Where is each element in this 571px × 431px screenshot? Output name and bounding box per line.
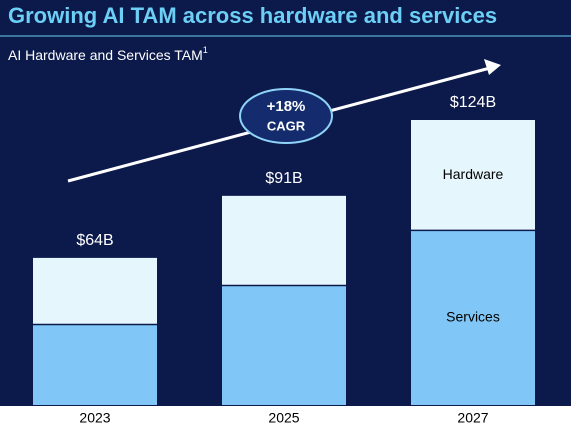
axis-strip (0, 406, 571, 431)
x-tick-label: 2023 (79, 410, 110, 426)
x-tick-label: 2025 (268, 410, 299, 426)
subtitle: AI Hardware and Services TAM1 (8, 45, 208, 62)
cagr-label: CAGR (267, 118, 306, 133)
total-label: $124B (450, 94, 496, 111)
x-tick-label: 2027 (457, 410, 488, 426)
subtitle-text: AI Hardware and Services TAM (8, 47, 203, 63)
footnote-marker: 1 (203, 45, 208, 55)
bar-segment (222, 285, 346, 405)
chart-title: Growing AI TAM across hardware and servi… (8, 3, 497, 28)
bar-segment (33, 257, 157, 325)
cagr-value: +18% (267, 98, 306, 115)
bar-segment (411, 230, 535, 405)
cagr-bubble (239, 88, 333, 144)
bar-segment (222, 195, 346, 286)
total-label: $64B (76, 232, 113, 249)
bar-segment (411, 120, 535, 231)
total-label: $91B (265, 170, 302, 187)
bar-segment (33, 324, 157, 405)
segment-label: Services (446, 308, 500, 324)
arrow-head (484, 59, 501, 75)
segment-label: Hardware (443, 166, 504, 182)
